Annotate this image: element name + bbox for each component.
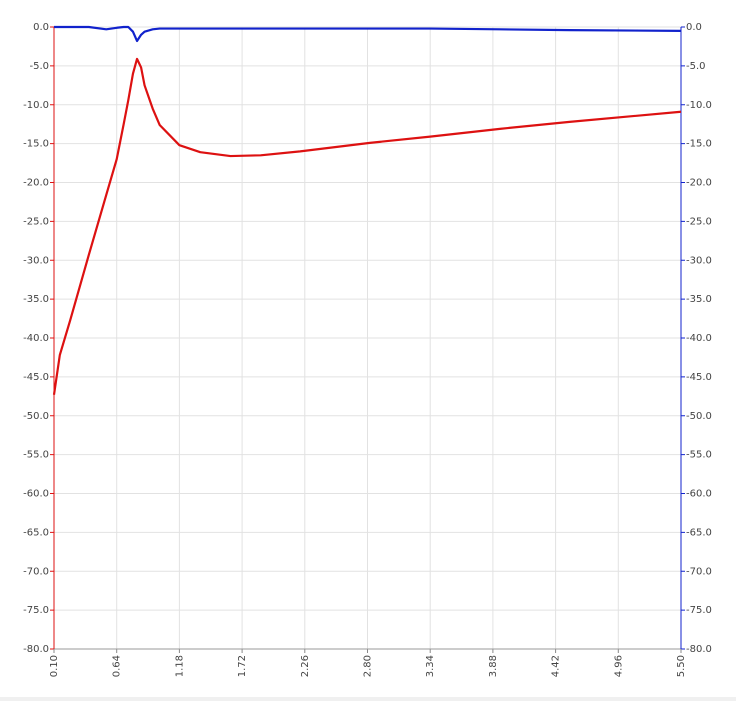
x-tick-label: 3.88 — [488, 655, 499, 677]
x-tick-label: 4.42 — [551, 655, 562, 677]
y-tick-label: -30.0 — [23, 255, 49, 266]
y-tick-label: -25.0 — [23, 216, 49, 227]
x-tick-label: 3.34 — [425, 655, 436, 677]
y-tick-label: -10.0 — [23, 100, 49, 111]
y2-tick-label: -60.0 — [686, 489, 712, 500]
x-tick-label: 0.64 — [112, 655, 123, 677]
y2-tick-label: -55.0 — [686, 450, 712, 461]
y2-tick-label: -70.0 — [686, 566, 712, 577]
x-tick-label: 2.80 — [363, 655, 374, 677]
x-tick-label: 4.96 — [613, 655, 624, 677]
x-tick-label: 1.72 — [237, 655, 248, 677]
x-tick-label: 2.26 — [300, 655, 311, 677]
series-line — [52, 57, 682, 395]
y-tick-label: -50.0 — [23, 411, 49, 422]
x-tick-label: 0.10 — [49, 655, 60, 677]
y-tick-label: -75.0 — [23, 605, 49, 616]
x-tick-label: 5.50 — [676, 655, 687, 677]
y2-tick-label: -10.0 — [686, 100, 712, 111]
y2-tick-label: -15.0 — [686, 139, 712, 150]
y2-tick-label: -25.0 — [686, 216, 712, 227]
y2-tick-label: 0.0 — [686, 22, 702, 33]
y-tick-label: -5.0 — [29, 61, 49, 72]
y-tick-label: -15.0 — [23, 139, 49, 150]
y-tick-label: -35.0 — [23, 294, 49, 305]
y-tick-label: -55.0 — [23, 450, 49, 461]
y2-tick-label: -45.0 — [686, 372, 712, 383]
y-tick-label: -20.0 — [23, 178, 49, 189]
y2-tick-label: -20.0 — [686, 178, 712, 189]
series-line — [54, 25, 682, 43]
y2-tick-label: -65.0 — [686, 527, 712, 538]
y2-tick-label: -35.0 — [686, 294, 712, 305]
y-tick-label: -40.0 — [23, 333, 49, 344]
y-tick-label: -60.0 — [23, 489, 49, 500]
y2-tick-label: -30.0 — [686, 255, 712, 266]
y-tick-label: 0.0 — [33, 22, 49, 33]
y-tick-label: -65.0 — [23, 527, 49, 538]
y2-tick-label: -50.0 — [686, 411, 712, 422]
y2-tick-label: -40.0 — [686, 333, 712, 344]
y2-tick-label: -80.0 — [686, 644, 712, 655]
y-tick-label: -80.0 — [23, 644, 49, 655]
x-tick-label: 1.18 — [174, 655, 185, 677]
y-tick-label: -45.0 — [23, 372, 49, 383]
y2-tick-label: -5.0 — [686, 61, 706, 72]
y2-tick-label: -75.0 — [686, 605, 712, 616]
y-tick-label: -70.0 — [23, 566, 49, 577]
